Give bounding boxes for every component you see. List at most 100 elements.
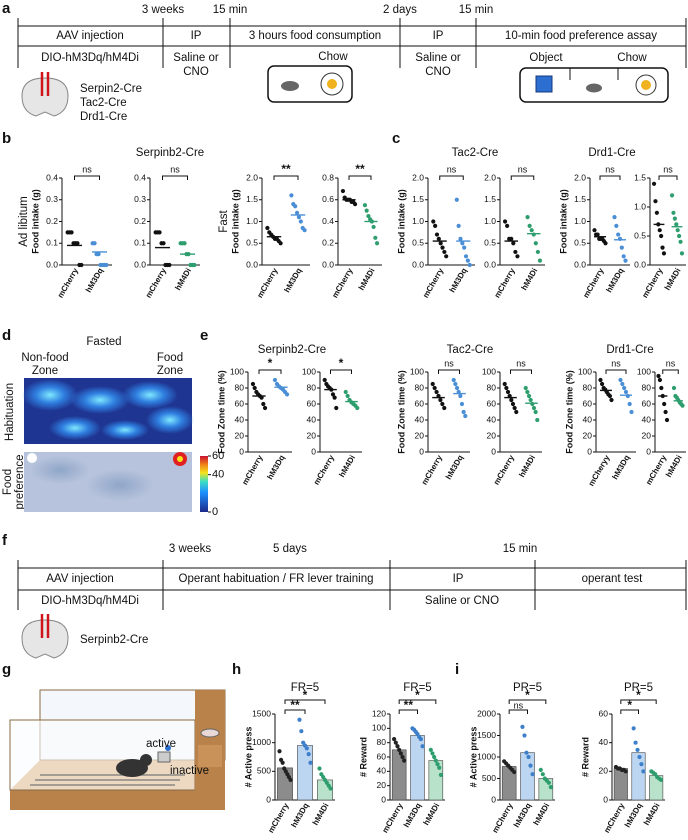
y-tick-label: 2000 [477, 708, 496, 718]
data-point [512, 405, 517, 411]
y-tick-label: 80 [307, 382, 317, 392]
step-detail: DIO-hM3Dq/hM4Di [41, 52, 139, 64]
decoration [586, 83, 602, 93]
data-point [522, 733, 527, 738]
y-tick-label: 0 [419, 446, 424, 456]
data-point [513, 249, 518, 255]
data-point [463, 254, 469, 259]
data-point [454, 197, 459, 202]
data-point [402, 758, 407, 763]
x-tick-label: mCherry [330, 266, 355, 299]
data-point [511, 241, 516, 246]
y-axis-label: Food Zone time (%) [396, 370, 406, 454]
x-tick-label: mCherry [144, 266, 169, 299]
data-point [656, 222, 661, 227]
sig-bracket [273, 175, 299, 180]
x-tick-label: hM3Dq [84, 266, 105, 294]
data-point [252, 385, 257, 391]
y-tick-label: 1.5 [634, 172, 646, 182]
sig-bracket [284, 709, 306, 714]
panel-label: h [232, 661, 241, 678]
x-tick-label: hM3Dq [448, 266, 469, 294]
data-point [430, 381, 435, 387]
data-point [329, 387, 334, 392]
sig-bracket [438, 369, 460, 374]
bar [631, 752, 646, 801]
y-tick-label: 60 [642, 398, 652, 408]
step-header: operant test [582, 573, 644, 585]
decoration [101, 420, 149, 440]
y-tick-label: 0.0 [46, 259, 58, 269]
data-point [530, 772, 535, 777]
data-point [530, 401, 535, 407]
data-point [669, 193, 675, 198]
y-tick-label: 100 [302, 366, 316, 376]
data-point [592, 228, 597, 233]
data-point [440, 245, 445, 250]
y-tick-label: 0.3 [46, 194, 58, 204]
data-point [612, 215, 617, 220]
x-tick-label: mCherry [255, 266, 280, 299]
data-point [531, 232, 536, 237]
timeline-lines [17, 560, 687, 610]
data-point [465, 258, 470, 263]
y-tick-label: 2.0 [246, 172, 258, 182]
data-point [317, 766, 322, 771]
data-point [509, 236, 514, 241]
x-tick-label: mCherry [493, 266, 518, 299]
step-header: IP [453, 573, 464, 585]
data-point [660, 393, 665, 399]
y-axis-label: # Active press [243, 727, 253, 788]
data-point [272, 377, 278, 383]
data-point [167, 262, 172, 268]
y-axis-label: Food Zone time (%) [216, 370, 226, 454]
data-point [535, 417, 540, 423]
x-tick-label: mCherry [492, 453, 517, 486]
data-point [633, 740, 638, 745]
y-tick-label: 20 [487, 430, 497, 440]
bar [520, 752, 535, 801]
y-tick-label: 20 [583, 430, 593, 440]
interval: 3 weeks [142, 4, 184, 16]
data-point [662, 401, 667, 407]
x-tick-label: hM4Di [663, 267, 683, 292]
y-tick-label: 40 [599, 737, 609, 747]
data-point [526, 754, 531, 760]
y-tick-label: 1500 [252, 708, 271, 718]
data-point [659, 385, 664, 391]
x-tick-label: mCherry [56, 266, 81, 299]
y-tick-label: 1.0 [484, 216, 496, 226]
sig-bracket [508, 699, 547, 704]
x-tick-label: mCherry [380, 801, 405, 834]
row-label: preference [14, 455, 26, 510]
y-tick-label: 40 [307, 414, 317, 424]
sig-label: ns [447, 164, 457, 174]
y-tick-label: 80 [642, 382, 652, 392]
y-tick-label: 60 [599, 708, 609, 718]
step-detail: DIO-hM3Dq/hM4Di [41, 595, 139, 607]
y-tick-label: 60 [415, 398, 425, 408]
lever-label: inactive [170, 765, 209, 777]
sig-label: * [303, 688, 308, 702]
data-point [505, 223, 510, 228]
sig-bracket [510, 175, 535, 180]
y-tick-label: 0.2 [46, 216, 58, 226]
heading: Serpinb2-Cre [136, 147, 204, 159]
cre-line: Tac2-Cre [80, 97, 127, 109]
sig-label: ** [355, 162, 365, 176]
y-tick-label: 20 [599, 766, 609, 776]
data-point [434, 232, 440, 237]
y-tick-label: 20 [415, 430, 425, 440]
decoration [70, 386, 130, 414]
y-tick-label: 40 [415, 414, 425, 424]
y-tick-label: 1000 [477, 751, 496, 761]
data-point [458, 393, 463, 399]
interval: 15 min [503, 543, 538, 555]
y-tick-label: 0.1 [134, 238, 146, 248]
x-tick-label: hM4Di [311, 802, 331, 827]
data-point [679, 251, 685, 256]
x-tick-label: mCherry [644, 453, 669, 486]
data-point [374, 241, 380, 246]
data-point [398, 751, 403, 756]
